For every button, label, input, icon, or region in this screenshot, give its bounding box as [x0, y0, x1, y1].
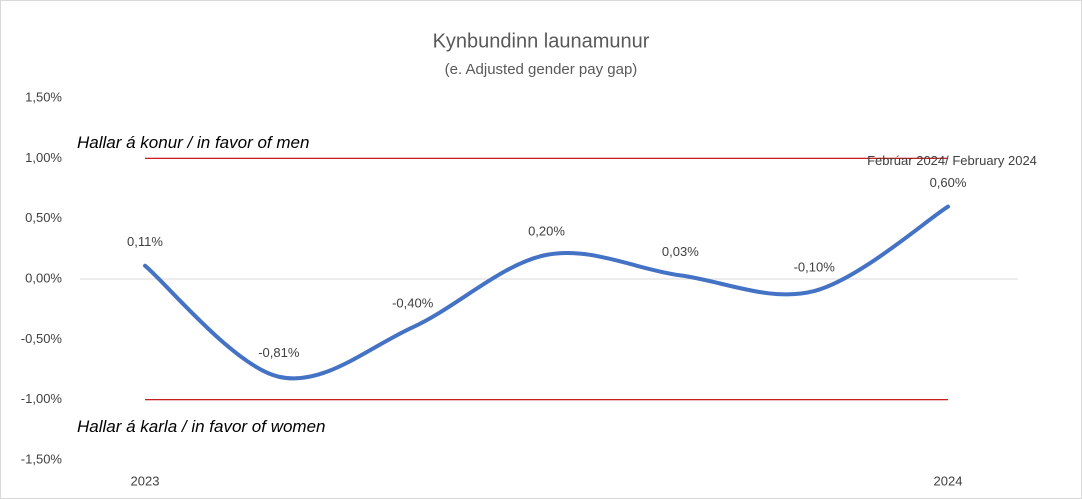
data-line	[143, 204, 950, 381]
y-tick-label: 0,50%	[25, 210, 62, 225]
y-tick-label: 1,50%	[25, 89, 62, 104]
annotation: Febrúar 2024/ February 2024	[867, 153, 1037, 168]
y-tick-label: 0,00%	[25, 270, 62, 285]
y-tick-label: 1,00%	[25, 150, 62, 165]
chart-subtitle: (e. Adjusted gender pay gap)	[445, 61, 638, 78]
data-label: 0,11%	[127, 234, 163, 249]
reference-label: Hallar á karla / in favor of women	[77, 417, 326, 436]
x-tick-label: 2023	[131, 473, 160, 488]
x-tick-label: 2024	[934, 473, 963, 488]
y-tick-label: -1,50%	[21, 451, 63, 466]
data-label: -0,40%	[392, 296, 434, 311]
y-tick-label: -1,00%	[21, 391, 63, 406]
data-label: 0,20%	[528, 223, 565, 238]
reference-label: Hallar á konur / in favor of men	[77, 133, 309, 152]
y-tick-label: -0,50%	[21, 331, 63, 346]
chart-title: Kynbundinn launamunur	[433, 30, 650, 52]
data-label: -0,81%	[258, 345, 300, 360]
data-label: -0,10%	[794, 260, 836, 275]
data-label: 0,60%	[930, 175, 967, 190]
data-label: 0,03%	[662, 244, 699, 259]
